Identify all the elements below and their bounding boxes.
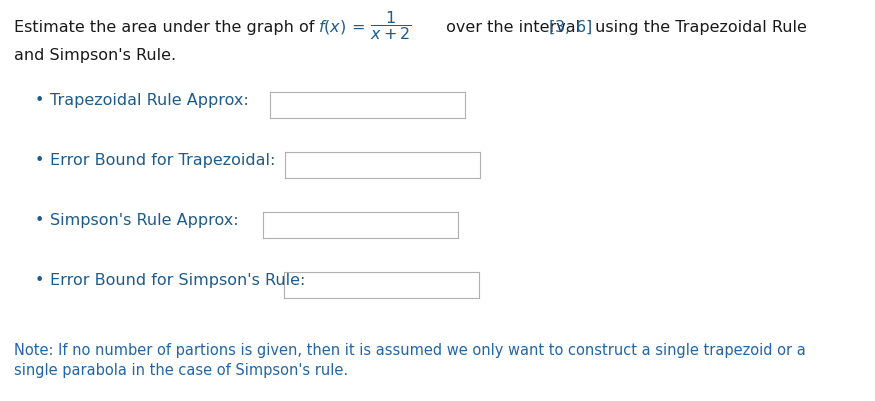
Text: Trapezoidal Rule Approx:: Trapezoidal Rule Approx: [50, 93, 248, 108]
Text: $\dfrac{1}{x+2}$: $\dfrac{1}{x+2}$ [370, 9, 412, 42]
Text: $[3,\,6]$: $[3,\,6]$ [548, 19, 592, 36]
Text: and Simpson's Rule.: and Simpson's Rule. [14, 48, 176, 63]
Text: •: • [35, 273, 45, 288]
Text: Estimate the area under the graph of: Estimate the area under the graph of [14, 20, 319, 35]
Text: using the Trapezoidal Rule: using the Trapezoidal Rule [590, 20, 807, 35]
Text: •: • [35, 93, 45, 108]
Text: Error Bound for Simpson's Rule:: Error Bound for Simpson's Rule: [50, 273, 305, 288]
Text: $f(x)\,=$: $f(x)\,=$ [318, 18, 365, 36]
Text: Error Bound for Trapezoidal:: Error Bound for Trapezoidal: [50, 153, 276, 168]
Text: •: • [35, 153, 45, 168]
Text: single parabola in the case of Simpson's rule.: single parabola in the case of Simpson's… [14, 363, 348, 378]
Text: Simpson's Rule Approx:: Simpson's Rule Approx: [50, 213, 239, 228]
Text: over the interval: over the interval [441, 20, 585, 35]
Text: •: • [35, 213, 45, 228]
Text: Note: If no number of partions is given, then it is assumed we only want to cons: Note: If no number of partions is given,… [14, 343, 806, 358]
